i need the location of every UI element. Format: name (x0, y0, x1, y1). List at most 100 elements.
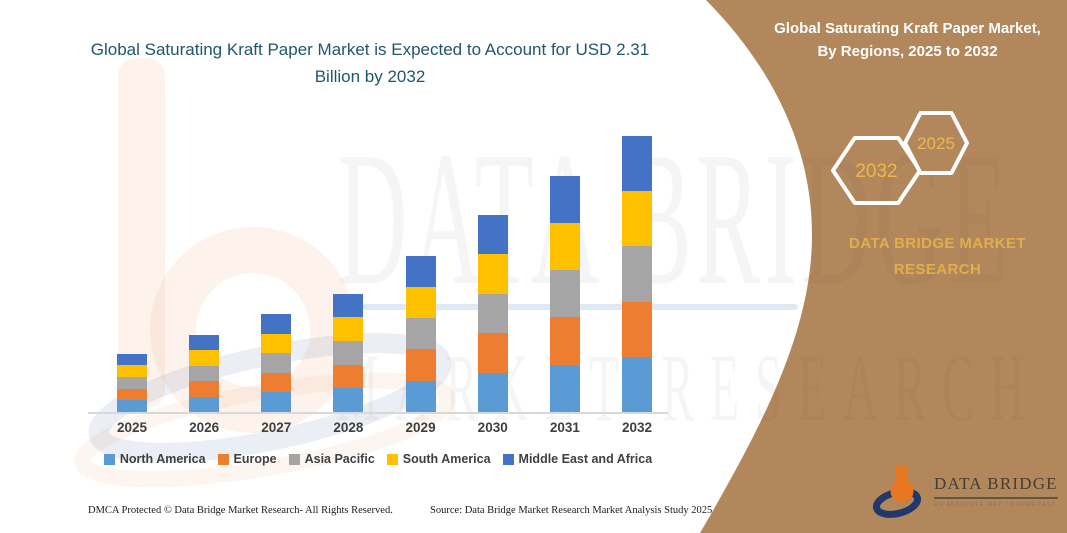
bar-segment-2031-south-america (549, 222, 580, 271)
chart-headline: Global Saturating Kraft Paper Market is … (90, 40, 650, 87)
bar-segment-2029-europe (405, 349, 436, 381)
bar-column-2026: 2026 (189, 132, 220, 435)
bar-segment-2025-europe (117, 388, 147, 401)
bar-segment-2029-south-america (405, 286, 436, 319)
bar-segment-2032-middle-east-and-africa (621, 136, 652, 192)
bar-segment-2027-middle-east-and-africa (261, 314, 292, 334)
bar-segment-2032-north-america (621, 356, 652, 412)
legend-swatch-south-america (386, 453, 398, 465)
bar-segment-2030-asia-pacific (477, 293, 508, 334)
company-logo-text: DATA BRIDGE AN ABSOLUTE WAY TO FORECAST (934, 474, 1058, 508)
bar-segment-2026-europe (189, 381, 220, 397)
legend-label-south-america: South America (402, 452, 491, 466)
bar-column-2025: 2025 (117, 132, 147, 435)
bar-segment-2029-north-america (405, 380, 436, 412)
side-panel-shape (700, 0, 1067, 533)
bar-column-2027: 2027 (261, 132, 292, 435)
stacked-bar-2026 (189, 334, 220, 412)
logo-b-bowl (890, 479, 914, 503)
bar-column-2031: 2031 (549, 132, 580, 435)
panel-title: Global Saturating Kraft Paper Market, By… (774, 20, 1041, 61)
bar-segment-2025-asia-pacific (117, 376, 147, 389)
bar-segment-2029-asia-pacific (405, 318, 436, 350)
footer-source-text: Source: Data Bridge Market Research Mark… (430, 505, 713, 516)
x-axis-label-2027: 2027 (261, 420, 292, 435)
hexagon-2025 (903, 111, 969, 175)
bar-segment-2028-europe (333, 364, 364, 389)
stacked-bar-2025 (117, 353, 147, 412)
stacked-bar-2031 (549, 175, 580, 412)
bar-segment-2028-middle-east-and-africa (333, 293, 364, 318)
bar-segment-2026-south-america (189, 350, 220, 366)
legend-item-europe: Europe (217, 452, 277, 466)
bar-column-2029: 2029 (405, 132, 436, 435)
brand-name-text: DATA BRIDGE MARKET RESEARCH (849, 235, 1026, 279)
bar-segment-2026-middle-east-and-africa (189, 334, 220, 350)
bar-segment-2027-north-america (261, 392, 292, 412)
bar-segment-2028-south-america (333, 317, 364, 341)
legend-swatch-north-america (103, 453, 115, 465)
hexagon-year-badges: 2032 2025 (831, 111, 969, 205)
x-axis-label-2030: 2030 (477, 420, 508, 435)
bar-segment-2025-middle-east-and-africa (117, 353, 147, 366)
legend-item-south-america: South America (386, 452, 491, 466)
legend-label-middle-east-and-africa: Middle East and Africa (518, 452, 653, 466)
bar-segment-2025-south-america (117, 365, 147, 377)
bar-segment-2030-north-america (477, 372, 508, 412)
legend-label-asia-pacific: Asia Pacific (304, 452, 375, 466)
legend-item-asia-pacific: Asia Pacific (288, 452, 375, 466)
x-axis-label-2032: 2032 (621, 420, 653, 435)
hexagon-2032-label: 2032 (855, 161, 897, 182)
bar-segment-2030-south-america (477, 254, 508, 294)
bar-segment-2027-asia-pacific (261, 353, 292, 373)
company-logo: DATA BRIDGE AN ABSOLUTE WAY TO FORECAST (872, 463, 1058, 519)
stacked-bar-2030 (477, 215, 508, 412)
bar-segment-2032-europe (621, 301, 652, 357)
x-axis-line (88, 412, 668, 414)
x-axis-label-2025: 2025 (116, 420, 148, 435)
bar-segment-2031-asia-pacific (549, 270, 580, 318)
legend-item-middle-east-and-africa: Middle East and Africa (502, 452, 653, 466)
stacked-bar-2028 (333, 293, 364, 412)
logo-name: DATA BRIDGE (934, 474, 1058, 500)
stacked-bar-2032 (621, 136, 652, 412)
hexagon-2025-label: 2025 (917, 134, 955, 153)
legend-swatch-asia-pacific (288, 453, 300, 465)
legend: North America Europe Asia Pacific South Ame… (88, 452, 668, 466)
bar-segment-2026-north-america (189, 396, 220, 412)
bar-segment-2031-middle-east-and-africa (549, 175, 580, 223)
bar-segment-2031-europe (549, 317, 580, 365)
bar-segment-2028-north-america (333, 388, 364, 412)
legend-item-north-america: North America (103, 452, 206, 466)
stacked-bar-2029 (405, 255, 436, 412)
bar-segment-2028-asia-pacific (333, 340, 364, 365)
bar-segment-2032-south-america (621, 191, 652, 247)
company-logo-icon (872, 465, 922, 518)
bar-strip: 2025 2026 2027 2028 2029 2030 2031 2032 (117, 132, 652, 435)
bar-segment-2025-north-america (117, 400, 147, 412)
bar-segment-2030-europe (477, 333, 508, 373)
bar-column-2028: 2028 (333, 132, 364, 435)
footer-dmca-text: DMCA Protected © Data Bridge Market Rese… (88, 505, 393, 516)
legend-label-north-america: North America (119, 452, 206, 466)
bar-segment-2031-north-america (549, 364, 580, 412)
bar-segment-2027-europe (261, 372, 292, 393)
legend-swatch-middle-east-and-africa (502, 453, 514, 465)
legend-label-europe: Europe (233, 452, 277, 466)
x-axis-label-2031: 2031 (549, 420, 580, 435)
logo-tagline: AN ABSOLUTE WAY TO FORECAST (934, 501, 1056, 508)
x-axis-label-2026: 2026 (189, 420, 220, 435)
stacked-bar-2027 (261, 314, 292, 412)
bar-column-2032: 2032 (621, 132, 652, 435)
bar-column-2030: 2030 (477, 132, 508, 435)
x-axis-label-2029: 2029 (405, 420, 436, 435)
bar-segment-2030-middle-east-and-africa (477, 215, 508, 255)
x-axis-label-2028: 2028 (333, 420, 364, 435)
legend-swatch-europe (217, 453, 229, 465)
bar-segment-2027-south-america (261, 333, 292, 354)
bar-segment-2032-asia-pacific (621, 246, 652, 302)
bar-segment-2026-asia-pacific (189, 365, 220, 381)
bar-segment-2029-middle-east-and-africa (405, 255, 436, 287)
